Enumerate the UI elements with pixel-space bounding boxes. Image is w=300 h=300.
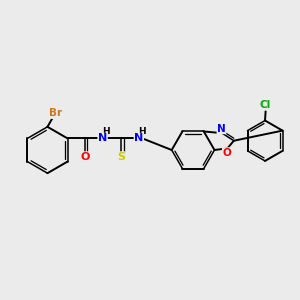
Text: N: N xyxy=(134,134,143,143)
Text: S: S xyxy=(117,152,125,162)
Text: Cl: Cl xyxy=(260,100,271,110)
Text: O: O xyxy=(80,152,89,162)
Text: H: H xyxy=(102,128,110,136)
Text: Br: Br xyxy=(49,108,62,118)
Text: H: H xyxy=(139,128,146,136)
Text: O: O xyxy=(223,148,231,158)
Text: N: N xyxy=(217,124,226,134)
Text: N: N xyxy=(98,134,107,143)
